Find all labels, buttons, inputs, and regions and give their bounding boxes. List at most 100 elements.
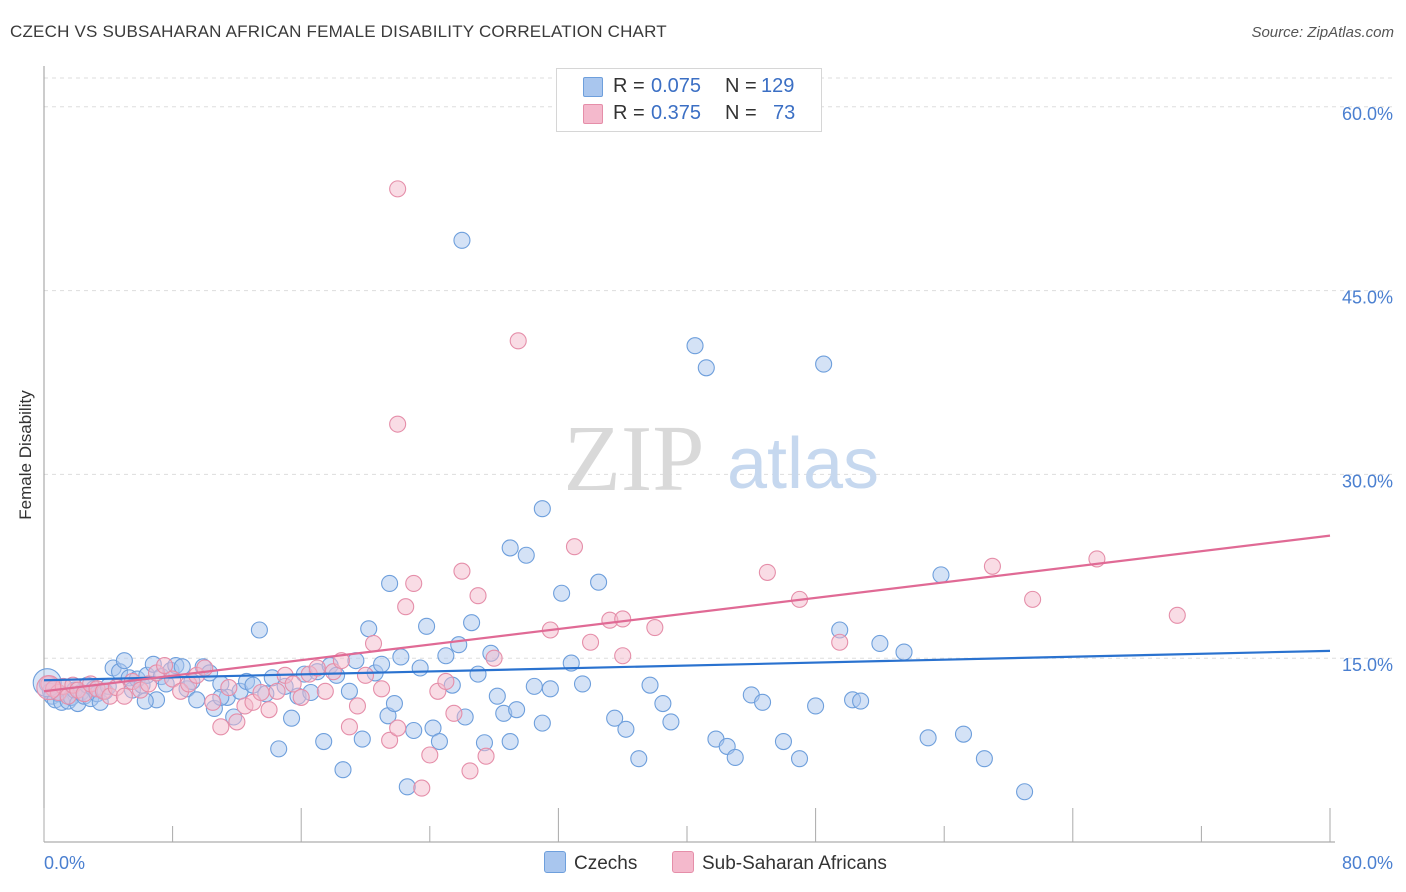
watermark: ZIP atlas: [564, 407, 880, 511]
watermark-zip: ZIP: [564, 407, 705, 511]
sub-saharan-point: [469, 587, 487, 605]
sub-saharan-point: [268, 682, 286, 700]
czechs-point: [381, 574, 399, 592]
czechs-points: [32, 231, 1034, 801]
czechs-point: [469, 665, 487, 683]
sub-saharan-point: [581, 633, 600, 651]
sub-saharan-point: [228, 713, 246, 731]
sub-saharan-point: [421, 746, 439, 764]
r-value: 0.375: [651, 102, 702, 124]
czechs-point: [283, 709, 301, 727]
sub-saharan-point: [453, 562, 471, 580]
czechs-point: [790, 750, 809, 768]
legend-swatch-sub-saharan: [672, 851, 694, 873]
sub-saharan-swatch: [583, 104, 603, 124]
sub-saharan-point: [364, 634, 383, 653]
czechs-point: [975, 750, 993, 768]
czechs-point: [630, 750, 648, 768]
sub-saharan-point: [204, 693, 222, 711]
czechs-point: [774, 732, 793, 751]
czechs-point: [463, 614, 481, 632]
czechs-point: [533, 714, 551, 732]
czechs-point: [360, 620, 378, 638]
czechs-point: [501, 539, 519, 557]
czechs-point: [250, 621, 268, 639]
czechs-point: [405, 721, 423, 740]
czechs-point: [590, 573, 608, 591]
y-tick-label: 15.0%: [1342, 655, 1393, 675]
sub-saharan-point: [831, 633, 849, 651]
sub-saharan-point: [212, 718, 230, 736]
czechs-point: [353, 730, 371, 748]
x-tick-labels: 0.0% 80.0%: [44, 853, 1393, 873]
r-label: R =: [613, 75, 645, 97]
czechs-point: [430, 732, 448, 751]
czechs-point: [398, 778, 416, 796]
legend-item-sub-saharan[interactable]: Sub-Saharan Africans: [672, 851, 887, 877]
sub-saharan-point: [614, 610, 632, 628]
czechs-point: [807, 697, 825, 715]
legend-swatch-czechs: [544, 851, 566, 873]
czechs-point: [617, 720, 635, 738]
czechs-point: [334, 761, 352, 779]
czechs-point: [418, 617, 436, 635]
czechs-point: [662, 713, 680, 731]
legend-label-sub-saharan: Sub-Saharan Africans: [702, 853, 887, 874]
czechs-point: [115, 652, 133, 670]
czechs-point: [270, 740, 288, 758]
czechs-point: [385, 694, 403, 713]
axes: [43, 66, 1335, 843]
sub-saharan-point: [983, 557, 1001, 575]
czechs-point: [340, 682, 358, 700]
y-tick-label: 30.0%: [1342, 471, 1393, 491]
sub-saharan-point: [437, 672, 455, 691]
czechs-point: [373, 655, 391, 673]
y-tick-label: 60.0%: [1342, 104, 1393, 124]
czechs-point: [697, 359, 715, 377]
legend-item-czechs[interactable]: Czechs: [544, 851, 637, 877]
sub-saharan-point: [509, 332, 527, 350]
czechs-point: [895, 643, 913, 661]
czechs-point: [932, 566, 950, 584]
sub-saharan-point: [614, 647, 632, 665]
czechs-point: [754, 693, 772, 711]
czechs-trend-line: [43, 649, 1331, 682]
r-value: 0.075: [651, 75, 702, 97]
n-label: N =: [725, 102, 757, 124]
sub-saharan-point: [389, 719, 407, 737]
czechs-point: [525, 677, 543, 695]
y-tick-labels: 15.0% 30.0% 45.0% 60.0%: [1342, 104, 1393, 675]
sub-saharan-point: [156, 656, 174, 675]
sub-saharan-point: [405, 574, 423, 592]
czechs-point: [919, 729, 937, 747]
sub-saharan-point: [389, 180, 407, 198]
sub-saharan-point: [758, 563, 776, 581]
czechs-point: [533, 500, 551, 518]
n-value: 129: [761, 75, 795, 97]
sub-saharan-point: [260, 701, 278, 719]
czechs-point: [392, 648, 410, 666]
n-value: 73: [773, 102, 796, 124]
source-label: Source: ZipAtlas.com: [1251, 24, 1394, 41]
czechs-point: [508, 701, 526, 719]
x-tick-label: 80.0%: [1342, 853, 1393, 873]
sub-saharan-point: [252, 683, 270, 702]
sub-saharan-point: [308, 659, 326, 677]
stats-box: R = 0.075 N = 129 R = 0.375 N = 73: [556, 68, 822, 132]
czechs-point: [315, 732, 333, 751]
grid-lines: [44, 77, 1395, 659]
sub-saharan-point: [485, 649, 503, 667]
sub-saharan-point: [316, 682, 334, 700]
czechs-point: [501, 732, 519, 751]
watermark-atlas: atlas: [727, 424, 879, 504]
y-tick-label: 45.0%: [1342, 288, 1393, 308]
czechs-point: [606, 709, 624, 727]
sub-saharan-point-cluster: [36, 675, 62, 701]
sub-saharan-point: [477, 747, 495, 765]
legend-label-czechs: Czechs: [574, 853, 638, 874]
czechs-point: [641, 676, 659, 694]
czechs-point: [437, 647, 455, 665]
czechs-point: [188, 691, 206, 709]
sub-saharan-point: [461, 762, 479, 780]
